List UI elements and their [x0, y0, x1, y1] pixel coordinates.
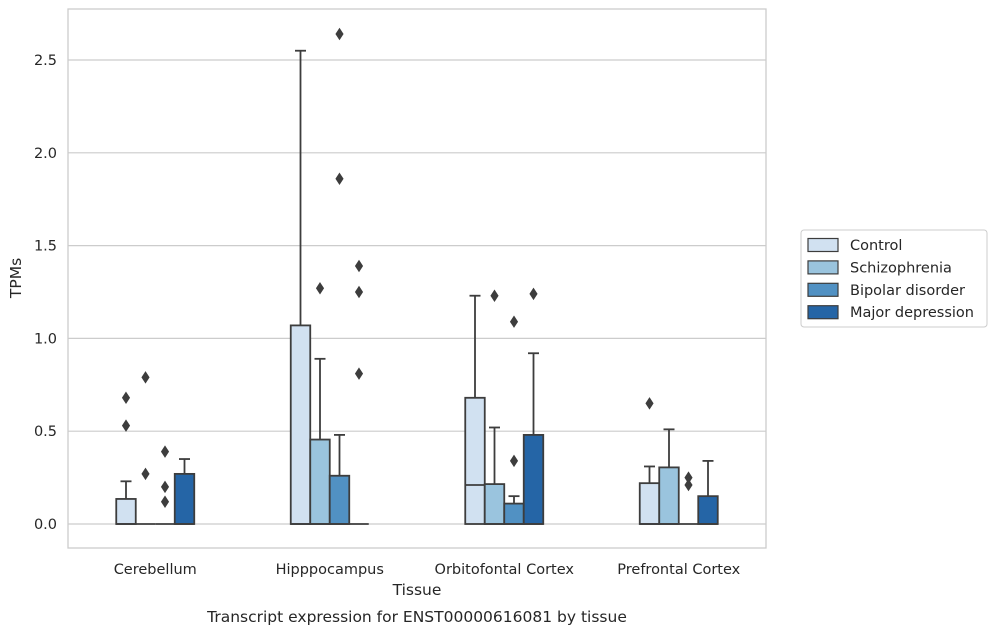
box-schizophrenia-orbitofontal-cortex	[483, 289, 506, 525]
legend-swatch	[807, 260, 839, 275]
y-tick-label: 2.5	[34, 53, 57, 69]
box-schizophrenia-hipppocampus	[309, 282, 331, 525]
box-body	[309, 438, 331, 525]
legend-label: Control	[850, 238, 902, 254]
y-tick-label: 1.5	[34, 239, 57, 255]
box-control-prefrontal-cortex	[638, 397, 661, 525]
y-axis-label: TPMs	[7, 258, 25, 299]
outlier-point	[490, 289, 499, 302]
box-control-cerebellum	[115, 391, 137, 525]
box-body	[658, 466, 680, 525]
box-body	[115, 498, 137, 525]
outlier-point	[509, 454, 519, 468]
box-schizophrenia-prefrontal-cortex	[658, 428, 680, 525]
box-major-depression-prefrontal-cortex	[697, 459, 719, 525]
legend-label: Bipolar disorder	[850, 283, 965, 299]
box-body	[522, 434, 545, 525]
box-major-depression-hipppocampus	[349, 259, 369, 525]
x-tick-label: Cerebellum	[114, 562, 197, 578]
outlier-point	[645, 397, 654, 410]
legend-label: Schizophrenia	[850, 260, 952, 276]
box-body	[638, 482, 661, 525]
outlier-point	[335, 27, 344, 41]
box-major-depression-cerebellum	[173, 458, 196, 525]
legend-swatch	[807, 282, 839, 297]
outlier-point	[335, 172, 344, 186]
y-tick-label: 0.5	[34, 424, 57, 440]
outlier-point	[160, 495, 170, 508]
box-bipolar-disorder-cerebellum	[155, 445, 175, 525]
outlier-point	[684, 471, 693, 484]
legend-swatch	[807, 237, 839, 253]
x-axis-label: Tissue	[392, 581, 442, 599]
box-body	[483, 483, 506, 525]
box-major-depression-orbitofontal-cortex	[522, 287, 545, 525]
box-body	[173, 472, 196, 525]
outlier-point	[354, 259, 364, 273]
box-body	[328, 474, 351, 525]
box-body	[289, 324, 312, 525]
outlier-point	[160, 480, 170, 494]
box-schizophrenia-cerebellum	[135, 371, 156, 525]
outlier-point	[354, 367, 364, 380]
outlier-point	[121, 419, 131, 432]
box-control-orbitofontal-cortex	[464, 294, 486, 525]
outlier-point	[121, 391, 131, 405]
box-body	[464, 396, 486, 525]
y-tick-label: 1.0	[34, 331, 57, 347]
gridlines	[68, 59, 766, 525]
legend: Control Schizophrenia Bipolar disorder Majo…	[800, 229, 988, 328]
outlier-point	[509, 315, 519, 328]
outlier-point	[160, 445, 170, 458]
figure-caption: Transcript expression for ENST0000061608…	[206, 608, 627, 626]
box-bipolar-disorder-prefrontal-cortex	[678, 471, 699, 525]
box-marks	[115, 27, 719, 525]
box-body	[697, 495, 719, 525]
box-body	[503, 502, 525, 525]
outlier-point	[141, 371, 150, 384]
legend-label: Major depression	[850, 305, 974, 321]
outlier-point	[529, 287, 538, 301]
outlier-point	[684, 478, 693, 492]
x-tick-label: Orbitofontal Cortex	[435, 562, 575, 578]
y-tick-label: 2.0	[34, 146, 57, 162]
legend-frame	[800, 229, 988, 328]
outlier-point	[354, 285, 364, 299]
legend-swatch	[807, 305, 839, 320]
x-axis-ticks: Cerebellum Hipppocampus Orbitofontal Corte…	[114, 562, 741, 578]
x-tick-label: Hipppocampus	[276, 562, 384, 578]
outlier-point	[141, 467, 150, 481]
plot-area-frame	[67, 8, 767, 549]
outlier-point	[315, 282, 325, 295]
x-tick-label: Prefrontal Cortex	[617, 562, 740, 578]
box-control-hipppocampus	[289, 49, 312, 525]
y-tick-label: 0.0	[34, 517, 57, 533]
box-bipolar-disorder-hipppocampus	[328, 27, 351, 525]
box-bipolar-disorder-orbitofontal-cortex	[503, 315, 525, 525]
y-axis-ticks: 0.0 0.5 1.0 1.5 2.0 2.5	[34, 53, 57, 533]
